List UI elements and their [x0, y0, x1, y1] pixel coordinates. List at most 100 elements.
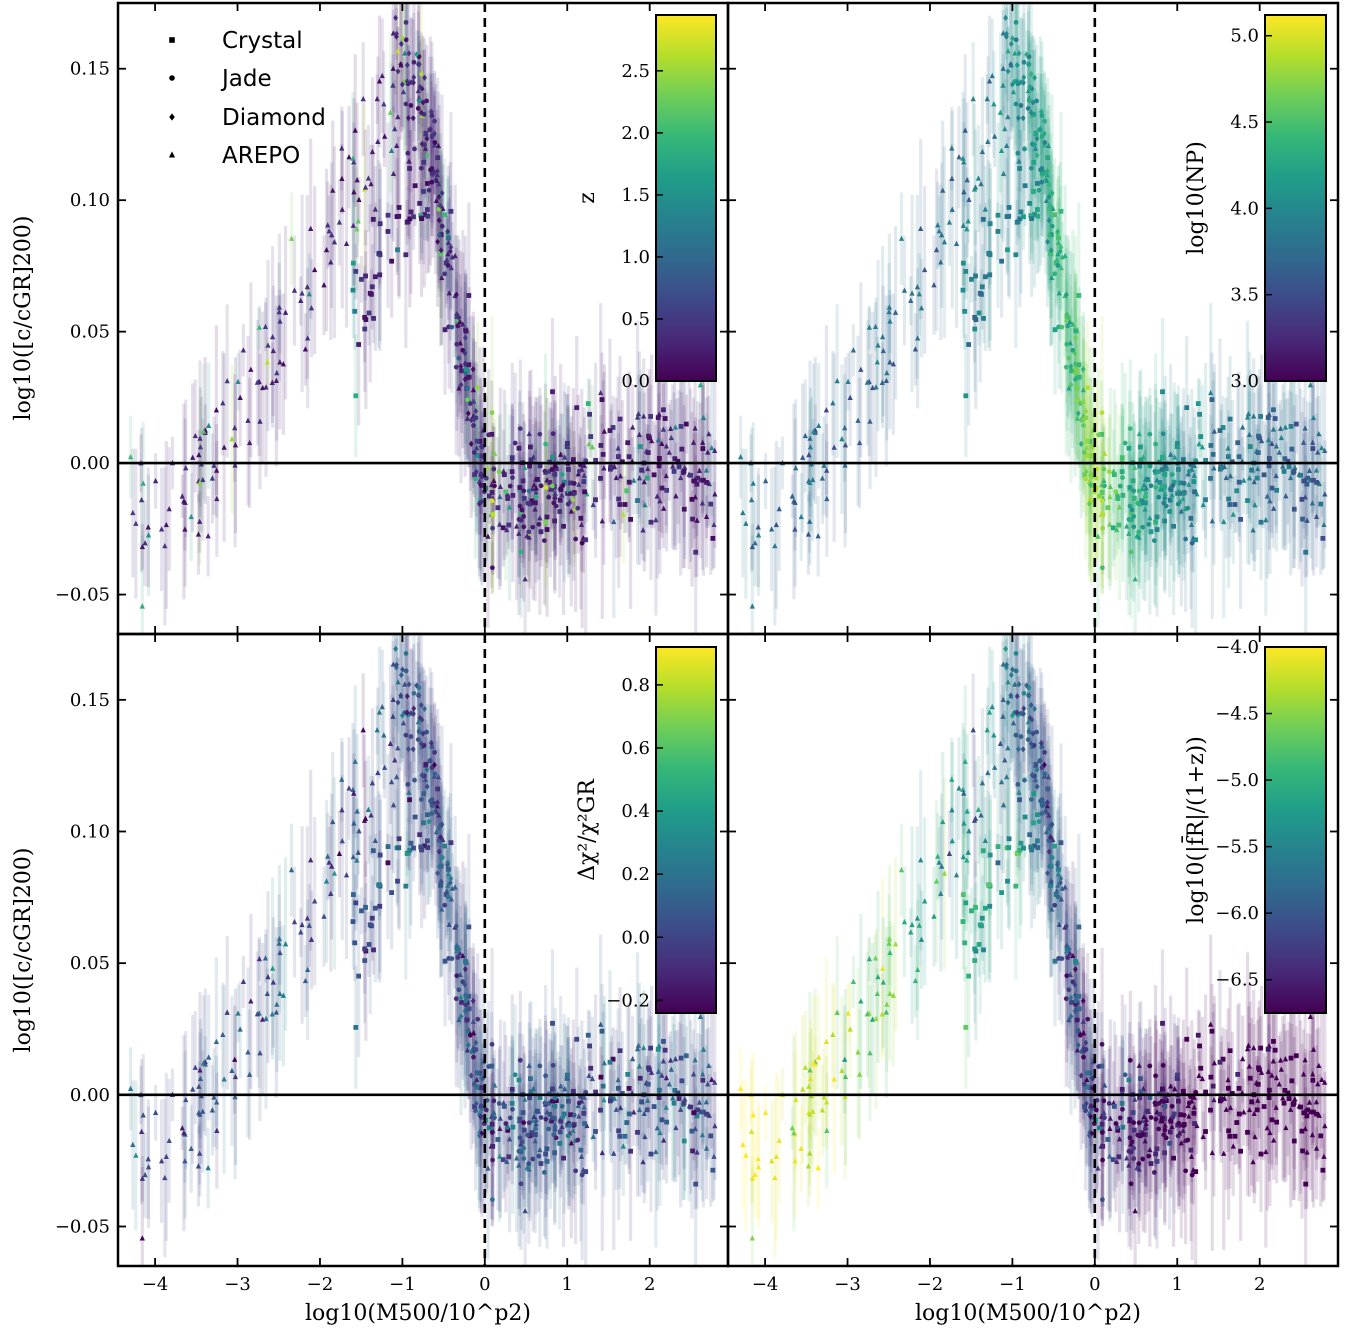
marker-triangle [1059, 254, 1065, 260]
marker-triangle [936, 859, 942, 865]
colorbar-tick-label: 1.5 [621, 185, 650, 206]
marker-square [1249, 467, 1255, 473]
marker-circle [510, 1106, 515, 1112]
marker-triangle [533, 1116, 539, 1123]
marker-triangle [1209, 518, 1215, 524]
marker-triangle [978, 180, 984, 187]
marker-circle [546, 1126, 552, 1132]
marker-circle [559, 472, 565, 478]
y-tick-label: 0.00 [70, 453, 110, 474]
marker-square [489, 490, 495, 495]
marker-square [691, 478, 697, 484]
marker-square [552, 1150, 558, 1156]
marker-square [1192, 489, 1197, 495]
marker-triangle [1255, 465, 1261, 472]
y-tick-label: 0.05 [70, 322, 110, 343]
marker-triangle [232, 424, 238, 431]
marker-square [552, 518, 558, 524]
marker-triangle [755, 524, 761, 530]
marker-circle [455, 323, 461, 329]
marker-triangle [1107, 483, 1113, 490]
marker-triangle [1321, 521, 1327, 527]
marker-square [1058, 208, 1064, 214]
marker-triangle [830, 1031, 836, 1038]
marker-square [421, 820, 426, 826]
marker-triangle [526, 430, 532, 437]
marker-circle [533, 1126, 538, 1131]
marker-circle [530, 1132, 536, 1137]
marker-circle [1169, 472, 1175, 478]
marker-circle [505, 493, 510, 499]
marker-square [1131, 495, 1137, 501]
marker-square [565, 1072, 570, 1078]
marker-diamond [404, 709, 410, 716]
colorbar-tick-label: 2.5 [621, 61, 650, 82]
marker-triangle [690, 1071, 697, 1077]
marker-triangle [197, 444, 204, 450]
marker-triangle [522, 1096, 528, 1102]
plot-area [128, 3, 718, 634]
marker-triangle [970, 95, 976, 102]
marker-diamond [473, 407, 479, 415]
marker-triangle [576, 1113, 582, 1119]
colorbar-tick-label: 4.0 [1230, 198, 1259, 219]
marker-triangle [276, 308, 282, 315]
marker-triangle [933, 246, 940, 253]
marker-triangle [355, 218, 361, 224]
marker-triangle [864, 379, 871, 385]
marker-circle [449, 956, 455, 962]
marker-circle [439, 855, 445, 860]
colorbar-gradient [655, 14, 717, 382]
marker-circle [490, 525, 495, 531]
marker-circle [538, 483, 544, 489]
marker-diamond [473, 1100, 479, 1107]
marker-triangle [328, 890, 334, 896]
marker-square [446, 866, 451, 872]
marker-triangle [302, 346, 309, 352]
marker-triangle [321, 913, 327, 919]
marker-triangle [1277, 425, 1284, 431]
marker-triangle [400, 720, 407, 726]
marker-circle [492, 1115, 497, 1121]
marker-triangle [248, 998, 254, 1004]
marker-triangle [162, 1174, 168, 1181]
marker-triangle [661, 505, 667, 511]
marker-triangle [705, 1081, 711, 1087]
marker-triangle [892, 309, 899, 315]
marker-square [369, 284, 375, 290]
marker-square [552, 472, 558, 477]
marker-triangle [470, 386, 477, 393]
marker-diamond [465, 410, 471, 417]
marker-triangle [886, 308, 892, 315]
marker-circle [463, 998, 469, 1004]
marker-square [561, 1155, 566, 1161]
marker-triangle [277, 359, 283, 365]
marker-square [1171, 479, 1177, 485]
marker-diamond [419, 772, 425, 779]
marker-triangle [246, 1071, 253, 1077]
marker-circle [1026, 98, 1032, 104]
marker-triangle [381, 764, 388, 770]
marker-triangle [1002, 125, 1008, 132]
marker-triangle [464, 1047, 471, 1053]
marker-triangle [617, 1104, 624, 1111]
marker-square [501, 1104, 507, 1109]
marker-square [582, 1121, 587, 1127]
marker-square [425, 181, 430, 186]
marker-triangle [886, 304, 893, 310]
marker-triangle [356, 196, 362, 203]
marker-circle [567, 491, 573, 496]
marker-triangle [842, 442, 849, 448]
marker-triangle [640, 527, 646, 533]
marker-triangle [668, 434, 674, 441]
marker-square [688, 1104, 694, 1110]
marker-square [599, 397, 605, 402]
marker-triangle [1185, 1102, 1191, 1109]
marker-circle [1096, 432, 1101, 438]
marker-triangle [205, 533, 211, 539]
marker-square [625, 1072, 631, 1077]
marker-triangle [703, 1145, 710, 1151]
marker-circle [1036, 187, 1042, 193]
marker-triangle [291, 287, 298, 293]
marker-square [664, 487, 670, 493]
